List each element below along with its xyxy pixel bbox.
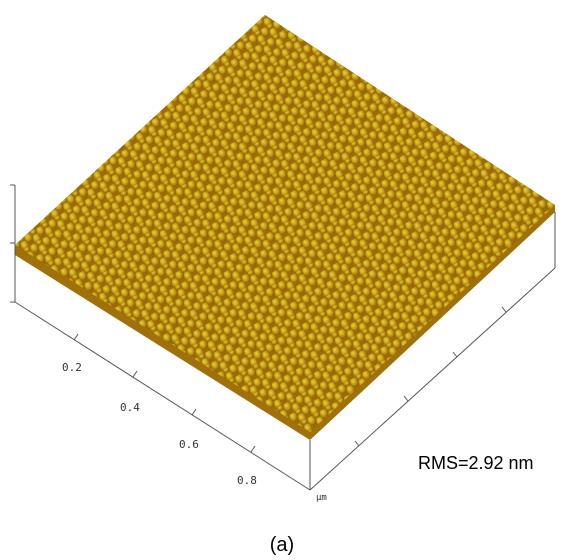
x-axis (14, 301, 311, 491)
x-tick-label: 0.6 (179, 438, 199, 451)
x-tick (132, 370, 138, 378)
x-tick-label: 0.2 (62, 361, 82, 374)
y-tick (501, 306, 507, 313)
caption: (a) (270, 534, 294, 556)
rms-annotation: RMS=2.92 nm (418, 453, 534, 473)
y-tick (403, 395, 409, 402)
x-tick-label: 0.8 (237, 474, 257, 487)
x-tick (191, 408, 197, 416)
surface-texture (15, 15, 555, 432)
x-tick (73, 333, 79, 341)
x-tick (250, 445, 256, 453)
axes (10, 184, 556, 491)
y-tick (452, 351, 458, 358)
axis-unit: µm (316, 493, 327, 503)
y-tick (354, 440, 360, 447)
x-tick-label: 0.4 (120, 401, 140, 414)
surface (15, 15, 555, 440)
y-axis (309, 267, 556, 491)
